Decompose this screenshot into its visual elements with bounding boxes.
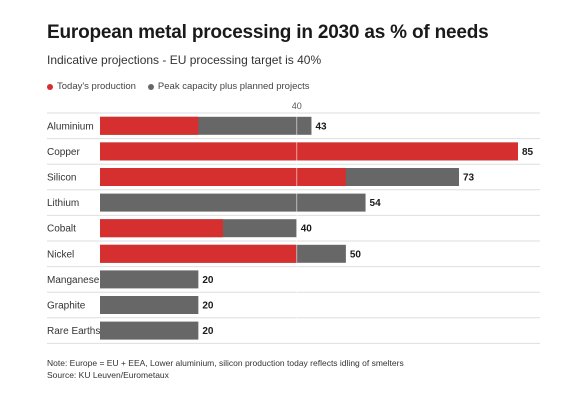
category-label: Graphite <box>47 301 86 312</box>
chart-note: Note: Europe = EU + EEA, Lower aluminium… <box>47 358 404 368</box>
category-label: Lithium <box>47 198 79 209</box>
legend-swatch-capacity <box>147 83 154 90</box>
value-label: 73 <box>463 173 475 184</box>
value-label: 40 <box>301 224 313 235</box>
category-label: Manganese <box>47 275 100 286</box>
legend-label-capacity: Peak capacity plus planned projects <box>157 81 310 92</box>
target-reference-label: 40 <box>292 101 302 111</box>
production-bar <box>100 116 199 135</box>
category-label: Rare Earths <box>47 326 100 337</box>
chart-legend: Today's production Peak capacity plus pl… <box>47 81 322 92</box>
chart-source: Source: KU Leuven/Eurometaux <box>47 370 169 380</box>
legend-item-production: Today's production <box>47 81 136 92</box>
category-label: Silicon <box>47 173 76 184</box>
category-label: Aluminium <box>47 121 94 132</box>
capacity-bar <box>100 193 366 212</box>
value-label: 20 <box>202 301 214 312</box>
capacity-bar <box>100 321 199 340</box>
capacity-bar <box>100 270 199 289</box>
value-label: 20 <box>202 275 214 286</box>
value-label: 20 <box>202 326 214 337</box>
value-label: 85 <box>522 147 534 158</box>
production-bar <box>100 142 518 161</box>
category-label: Copper <box>47 147 80 158</box>
legend-item-capacity: Peak capacity plus planned projects <box>147 81 310 92</box>
value-label: 50 <box>350 249 362 260</box>
chart-notes: Note: Europe = EU + EEA, Lower aluminium… <box>47 357 404 381</box>
value-label: 43 <box>315 121 327 132</box>
category-label: Cobalt <box>47 224 76 235</box>
category-label: Nickel <box>47 249 74 260</box>
production-bar <box>100 219 223 238</box>
chart-subtitle: Indicative projections - EU processing t… <box>47 53 322 67</box>
production-bar <box>100 168 346 186</box>
chart-title: European metal processing in 2030 as % o… <box>47 22 489 43</box>
production-bar <box>100 244 297 263</box>
legend-label-production: Today's production <box>57 81 136 92</box>
capacity-bar <box>100 296 199 314</box>
value-label: 54 <box>370 198 382 209</box>
legend-swatch-production <box>47 83 53 90</box>
